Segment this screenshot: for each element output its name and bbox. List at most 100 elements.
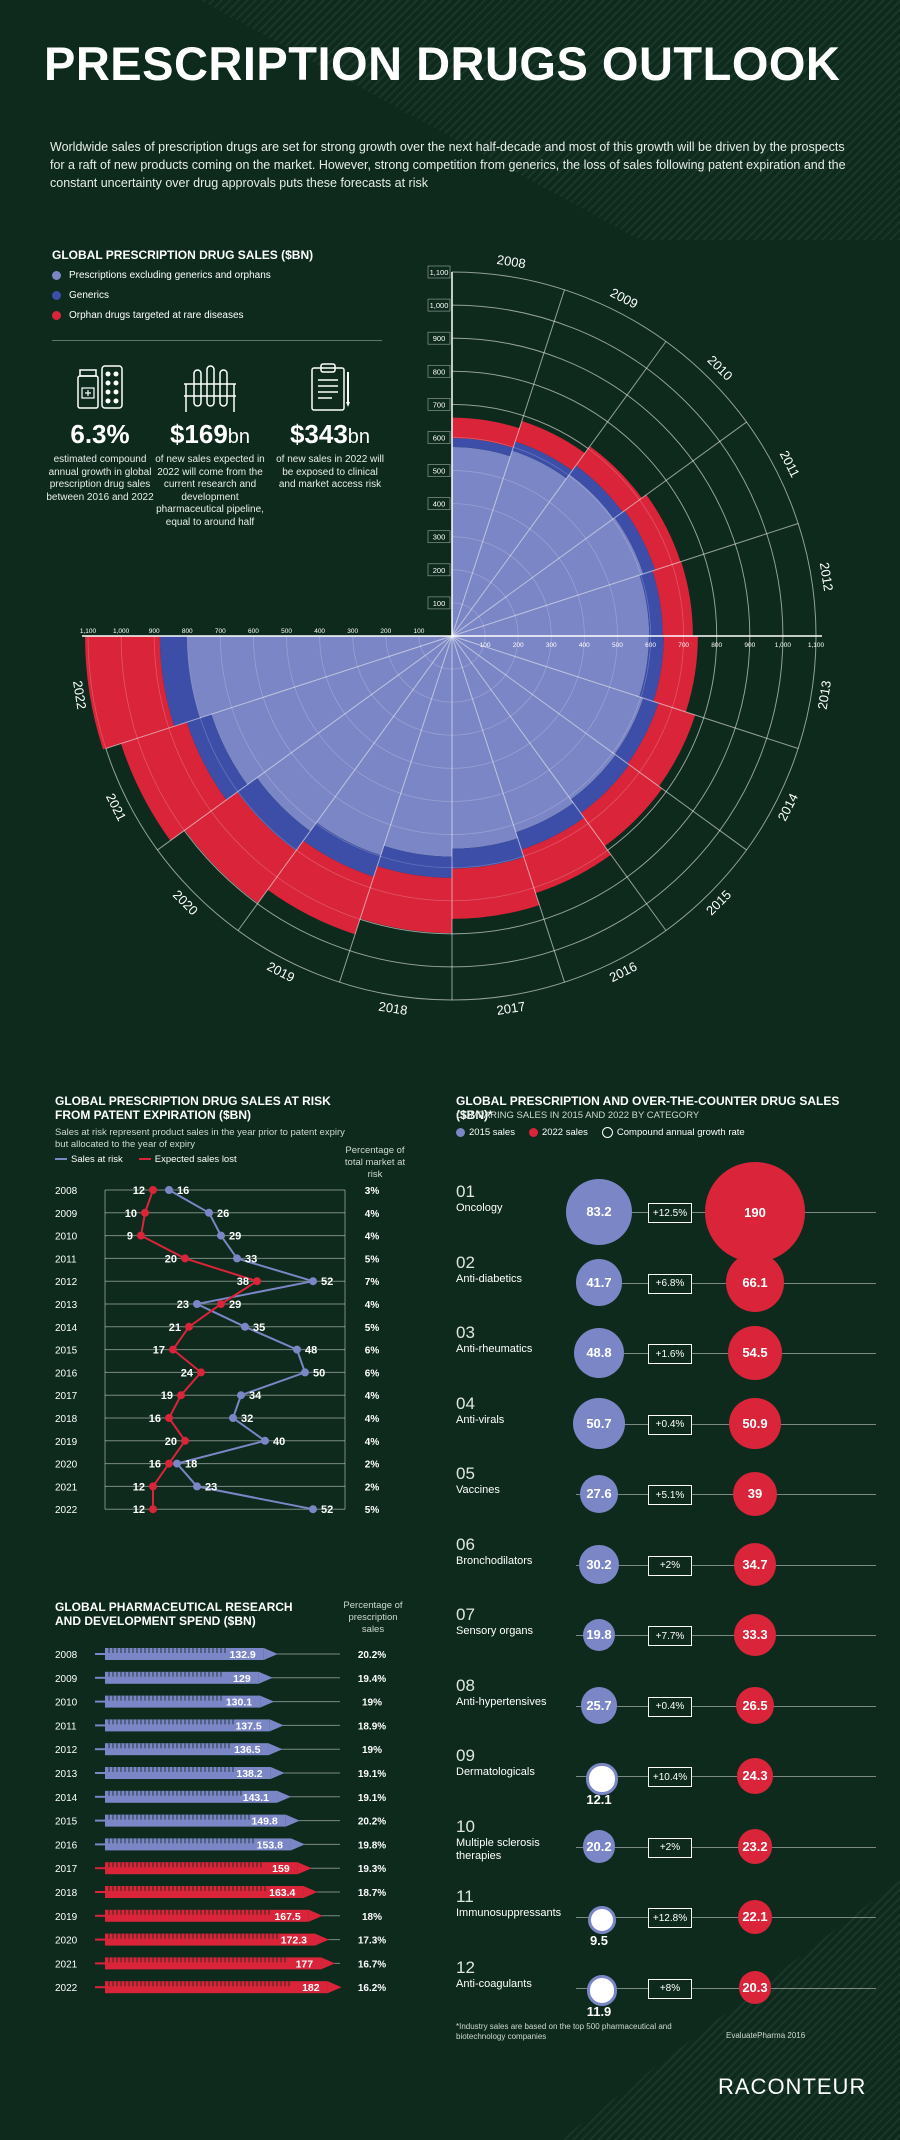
category-name: Anti-virals [456,1413,505,1426]
stat-pipeline: $169bn of new sales expected in 2022 wil… [155,362,265,529]
rd-year-label: 2013 [55,1769,78,1780]
rd-bar-tip [260,1695,275,1708]
polar-tick-label-right: 300 [546,642,557,649]
bubble-2022: 39 [732,1471,778,1517]
polar-tick-label-right: 200 [513,642,524,649]
rd-value-label: 153.8 [257,1839,283,1851]
polar-tick-vertical: 300 [427,530,451,544]
category-row-line [576,1353,876,1354]
clipboard-icon [311,363,350,411]
rd-pct-label: 17.3% [358,1936,386,1947]
patent-value-lost: 16 [149,1459,161,1471]
category-chart-title: GLOBAL PRESCRIPTION AND OVER-THE-COUNTER… [456,1094,840,1122]
polar-wedge-orphan [85,636,175,750]
rd-year-label: 2014 [55,1793,78,1804]
rd-value-label: 172.3 [281,1935,307,1947]
polar-wedge-orphan [624,494,681,571]
rd-bar [105,1933,315,1946]
polar-wedge-rx [383,636,452,857]
category-row: 06 Bronchodilators 30.2 +2% 34.7 [456,1531,876,1599]
patent-pct-label: 6% [365,1368,380,1379]
rd-pct-label: 18.7% [358,1888,386,1899]
polar-tick-label: 700 [433,400,446,409]
category-number: 08 [456,1675,475,1695]
category-row-line [576,1776,876,1777]
rd-bar-tip [314,1933,329,1946]
polar-year-label: 2022 [70,680,89,711]
category-row-line [576,1846,876,1848]
polar-wedge-orphan [627,703,696,787]
polar-wedge-generics [237,777,311,851]
cagr-badge: +2% [648,1837,692,1858]
rd-value-label: 167.5 [274,1911,300,1923]
category-legend-cagr-swatch [601,1127,613,1138]
rd-bar-tip [270,1767,285,1779]
patent-point-lost [141,1208,149,1217]
polar-tick-label: 100 [433,599,446,608]
polar-spoke [451,421,747,637]
polar-wedge-rx [452,636,616,800]
polar-ring-overlay [120,304,784,968]
polar-tick-label-left: 300 [347,628,358,635]
rd-year-label: 2022 [55,1983,78,1994]
patent-value-lost: 9 [127,1231,133,1243]
polar-year-label: 2017 [496,999,527,1018]
patent-value-risk: 23 [177,1299,189,1311]
polar-tick-label-left: 800 [182,628,193,635]
patent-pct-label: 2% [365,1482,380,1493]
category-number: 12 [456,1957,475,1977]
patent-year-label: 2020 [55,1460,78,1471]
category-legend-2022-label: 2022 sales [541,1127,588,1138]
polar-wedge-rx [452,636,518,849]
patent-legend-risk-swatch [55,1158,67,1161]
patent-value-lost: 16 [149,1413,161,1425]
rd-pct-label: 19.8% [358,1840,386,1851]
category-row-line [576,1635,876,1636]
patent-point-lost [169,1345,177,1354]
bubble-2015: 27.6 [580,1475,618,1513]
polar-tick-label-right: 700 [678,642,689,649]
patent-point-risk [301,1368,309,1377]
polar-spoke [451,635,799,749]
polar-tick-label-right: 400 [579,642,590,649]
polar-tick-label-right: 1,100 [808,642,825,649]
patent-point-lost [149,1505,157,1514]
rd-bar-tip [290,1838,305,1851]
patent-point-risk [309,1505,317,1514]
polar-spoke [157,635,453,851]
legend-rx-label: Prescriptions excluding generics and orp… [69,269,271,281]
legend-generics-label: Generics [69,289,110,301]
cagr-badge: +0.4% [648,1696,692,1717]
patent-point-risk [205,1208,213,1217]
rd-pct-label: 16.7% [358,1959,386,1970]
bubble-2022: 50.9 [729,1397,781,1450]
polar-wedge-orphan [653,636,698,712]
bubble-2022: 33.3 [734,1614,776,1656]
patent-point-risk [261,1436,269,1445]
polar-tick-label-left: 200 [380,628,391,635]
bubble-2015: 41.7 [575,1259,623,1306]
polar-spoke [339,635,453,983]
legend-rx-swatch [52,270,61,280]
stat-risk-number: $343 [289,419,348,449]
polar-sales-chart: 100 100 100 200 200 200 300 300 300 400 400 400 500 5… [70,252,836,1018]
rd-value-label: 159 [272,1863,290,1875]
patent-value-risk: 29 [229,1231,241,1243]
rd-year-label: 2019 [55,1912,78,1923]
cagr-badge: +8% [648,1978,692,1999]
category-legend-2015-label: 2015 sales [469,1127,515,1138]
category-number: 06 [456,1534,475,1554]
polar-year-label: 2013 [815,680,834,711]
rd-pct-label: 18% [362,1912,382,1923]
patent-value-risk: 32 [241,1413,253,1425]
patent-year-label: 2009 [55,1209,78,1220]
polar-tick-box [427,398,451,411]
patent-value-lost: 20 [165,1253,177,1265]
patent-point-lost [217,1300,225,1308]
bubble-2015-value: 11.9 [586,2003,612,2019]
polar-wedge-orphan [452,857,540,919]
patent-year-label: 2019 [55,1437,78,1448]
patent-pct-label: 7% [365,1277,380,1288]
patent-point-risk [229,1414,237,1422]
polar-tick-vertical: 500 [427,464,451,477]
